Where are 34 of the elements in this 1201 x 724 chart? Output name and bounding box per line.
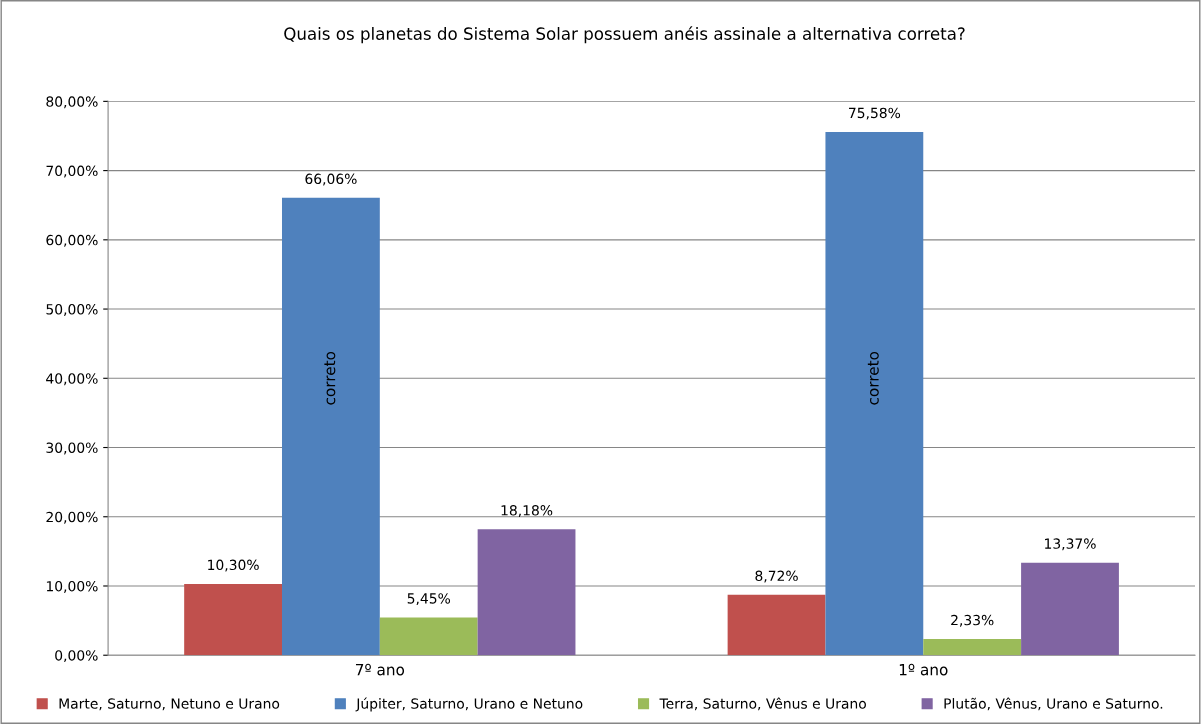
chart-title: Quais os planetas do Sistema Solar possuem anéis assinale a alternativa correta? <box>284 26 965 44</box>
bar <box>825 131 924 656</box>
legend-label: Júpiter, Saturno, Urano e Netuno <box>355 697 583 712</box>
y-tick-label: 0,00% <box>55 650 98 663</box>
data-label: 13,37% <box>1045 538 1096 551</box>
legend-label: Terra, Saturno, Vênus e Urano <box>659 697 866 711</box>
bar <box>727 594 826 656</box>
data-label: 8,72% <box>755 570 798 583</box>
bar <box>184 583 282 656</box>
y-tick-label: 60,00% <box>46 234 98 247</box>
data-label: 18,18% <box>501 505 553 517</box>
y-tick-label: 40,00% <box>46 373 98 386</box>
y-tick-label: 30,00% <box>46 442 98 455</box>
annotation: correto <box>324 351 336 405</box>
data-label: 2,33% <box>951 614 994 627</box>
x-tick-label: 1º ano <box>899 663 948 676</box>
data-label: 10,30% <box>208 559 259 572</box>
bar <box>281 197 380 656</box>
y-tick-label: 70,00% <box>46 165 98 178</box>
data-label: 75,58% <box>849 107 901 120</box>
annotation: correto <box>867 351 879 405</box>
y-tick-label: 10,00% <box>46 580 98 593</box>
data-label: 5,45% <box>407 593 451 606</box>
bar <box>1021 562 1119 656</box>
data-label: 66,06% <box>305 173 357 186</box>
legend-label: Marte, Saturno, Netuno e Urano <box>59 698 280 711</box>
y-tick-label: 50,00% <box>46 304 98 316</box>
bar <box>379 617 478 656</box>
legend-label: Plutão, Vênus, Urano e Saturno. <box>944 697 1163 711</box>
x-tick-label: 7º ano <box>355 663 405 676</box>
bar <box>477 529 576 656</box>
y-tick-label: 20,00% <box>46 511 98 524</box>
y-tick-label: 80,00% <box>46 96 98 109</box>
bar <box>923 639 1022 656</box>
